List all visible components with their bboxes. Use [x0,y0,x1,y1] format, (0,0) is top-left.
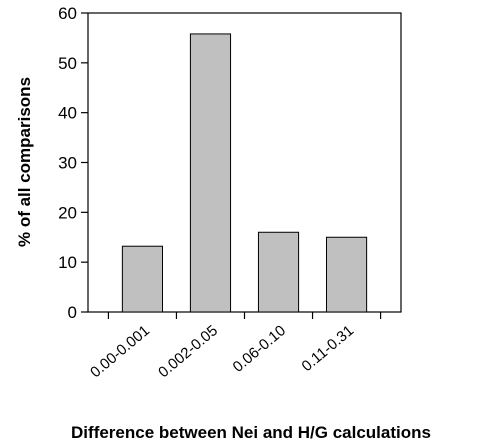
x-axis-ticks: 0.00-0.001 0.002-0.05 0.06-0.10 0.11-0.31 [87,312,382,381]
y-tick-label: 40 [58,104,77,123]
bar-0.06-0.10 [257,231,300,313]
y-tick-label: 50 [58,54,77,73]
x-axis-title: Difference between Nei and H/G calculati… [71,423,431,442]
x-tick-label: 0.11-0.31 [298,322,357,375]
y-axis-ticks: 0 10 20 30 40 50 60 [58,4,88,322]
y-tick-label: 60 [58,4,77,23]
x-tick-label: 0.00-0.001 [87,322,153,381]
x-tick-label: 0.002-0.05 [155,322,221,381]
y-tick-label: 10 [58,253,77,272]
y-tick-label: 20 [58,203,77,222]
bar-0.002-0.05 [189,33,232,313]
bars [121,33,368,313]
bar-0.00-0.001 [121,245,164,313]
y-axis-title: % of all comparisons [15,77,34,247]
y-tick-label: 0 [68,303,77,322]
bar-0.11-0.31 [325,236,368,313]
x-tick-label: 0.06-0.10 [230,322,289,376]
y-tick-label: 30 [58,154,77,173]
